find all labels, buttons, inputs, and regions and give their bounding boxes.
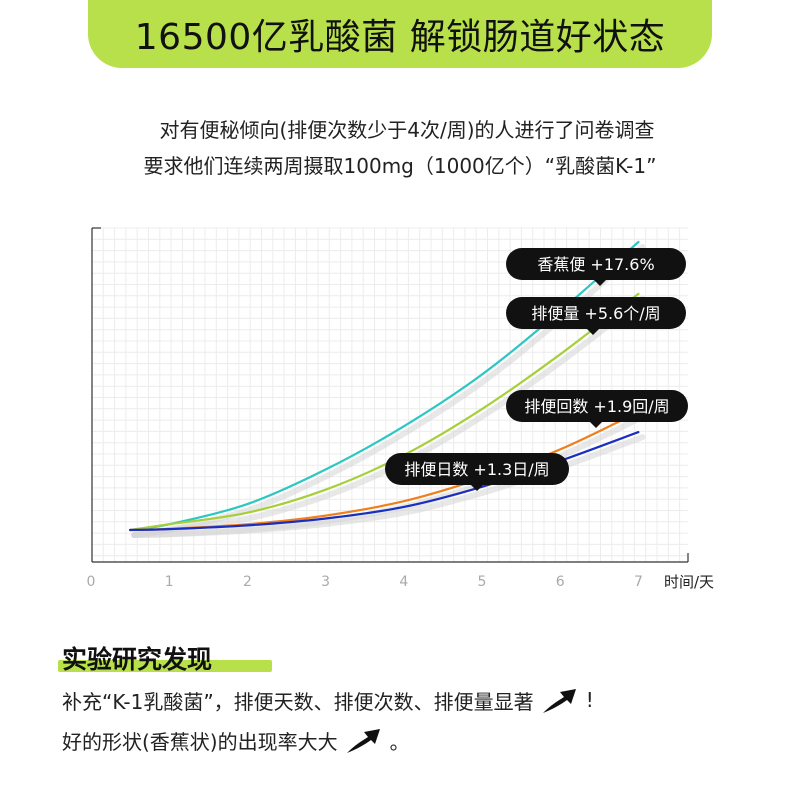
- series-callout: 香蕉便 +17.6%: [506, 248, 686, 286]
- series-line: [129, 292, 640, 532]
- intro-line-1: 对有便秘倾向(排便次数少于4次/周)的人进行了问卷调查: [159, 118, 655, 142]
- series-callout-bubble: [506, 248, 686, 280]
- findings-title-underline: [58, 660, 272, 672]
- chart: 0 1 2 3 4 5 6 7 时间/天 香蕉便 +17.6% 排便量 +5.6个/周 排便回数 +1…: [0, 200, 800, 600]
- series-callout-pointer: [589, 421, 603, 428]
- series-callout-bubble: [506, 390, 688, 422]
- intro-text: 对有便秘倾向(排便次数少于4次/周)的人进行了问卷调查 要求他们连续两周摄取10…: [0, 112, 800, 184]
- header-banner: 16500亿乳酸菌 解锁肠道好状态: [88, 0, 712, 68]
- series-callout: 排便回数 +1.9回/周: [506, 390, 688, 428]
- findings-title: 实验研究发现: [62, 645, 213, 674]
- finding-line-2-text: 好的形状(香蕉状)的出现率大大: [62, 729, 338, 754]
- x-tick-label: 0: [87, 574, 96, 590]
- finding-line-2: 好的形状(香蕉状)的出现率大大 。: [62, 724, 410, 756]
- up-arrow-icon: [346, 729, 380, 753]
- page-title: 16500亿乳酸菌 解锁肠道好状态: [134, 17, 666, 58]
- series-callout-pointer: [593, 279, 607, 286]
- x-tick-label: 4: [399, 574, 408, 590]
- series-callout-label: 排便量 +5.6个/周: [531, 304, 660, 323]
- x-tick-label: 1: [165, 574, 174, 590]
- x-tick-label: 7: [634, 574, 643, 590]
- x-tick-label: 6: [556, 574, 565, 590]
- x-axis-label: 时间/天: [664, 573, 714, 591]
- x-tick-label: 2: [243, 574, 252, 590]
- x-tick-label: 3: [321, 574, 330, 590]
- series-callout-bubble: [506, 297, 686, 329]
- series-callout-bubble: [385, 453, 569, 485]
- series-callout: 排便日数 +1.3日/周: [385, 453, 569, 491]
- finding-line-1-text: 补充“K-1乳酸菌”，排便天数、排便次数、排便量显著: [62, 689, 534, 714]
- series-callout-label: 排便日数 +1.3日/周: [404, 460, 549, 479]
- finding-line-1-end: !: [585, 688, 594, 712]
- series-callout-label: 排便回数 +1.9回/周: [524, 397, 669, 416]
- series-callout-label: 香蕉便 +17.6%: [537, 255, 654, 274]
- series-callout: 排便量 +5.6个/周: [506, 297, 686, 335]
- series-callout-pointer: [586, 328, 600, 335]
- finding-line-2-end: 。: [389, 729, 410, 754]
- x-tick-label: 5: [478, 574, 487, 590]
- series-callout-pointer: [470, 484, 484, 491]
- intro-line-2: 要求他们连续两周摄取100mg（1000亿个）“乳酸菌K-1”: [143, 154, 657, 178]
- finding-line-1: 补充“K-1乳酸菌”，排便天数、排便次数、排便量显著 !: [62, 684, 594, 716]
- up-arrow-icon: [542, 689, 576, 713]
